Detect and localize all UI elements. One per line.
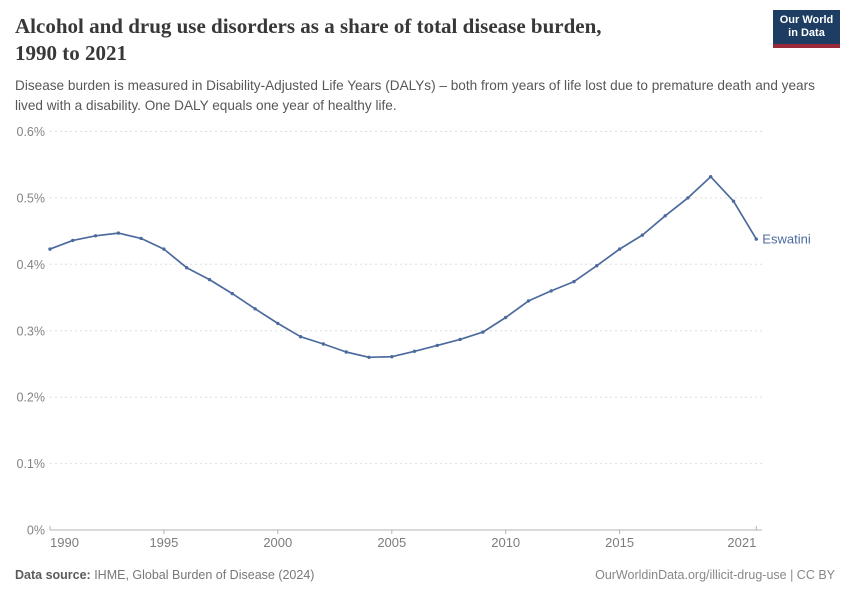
data-point-marker[interactable] — [504, 315, 508, 320]
credit-link[interactable]: OurWorldinData.org/illicit-drug-use | CC… — [595, 568, 835, 582]
data-point-marker[interactable] — [207, 277, 212, 282]
data-point-marker[interactable] — [458, 337, 462, 342]
chart-subtitle: Disease burden is measured in Disability… — [15, 78, 815, 113]
data-point-marker[interactable] — [663, 214, 667, 218]
data-point-marker[interactable] — [93, 234, 98, 238]
x-tick-label: 2021 — [727, 535, 756, 550]
data-point-marker[interactable] — [230, 291, 234, 296]
line-chart: 0% 0.1% 0.2% 0.3% 0.4% 0.5% 0.6% 1990 1995 2000 20… — [17, 125, 811, 550]
data-point-marker[interactable] — [481, 330, 485, 334]
x-tick-label: 2010 — [491, 535, 520, 550]
data-point-marker[interactable] — [595, 264, 599, 268]
y-tick-label: 0% — [27, 524, 45, 538]
x-tick-label: 2005 — [377, 535, 406, 550]
data-point-marker[interactable] — [185, 266, 189, 270]
x-tick-label: 2015 — [605, 535, 634, 550]
data-point-marker[interactable] — [344, 350, 348, 354]
data-point-marker[interactable] — [572, 279, 576, 284]
title-line-2: 1990 to 2021 — [15, 41, 127, 65]
y-tick-label: 0.6% — [17, 125, 46, 139]
series-line-eswatini[interactable] — [49, 175, 758, 359]
y-tick-label: 0.4% — [17, 258, 46, 272]
owid-logo[interactable]: Our World in Data — [773, 10, 840, 48]
owid-logo-red-bar — [773, 44, 840, 48]
data-point-marker[interactable] — [71, 238, 75, 243]
y-tick-label: 0.3% — [17, 324, 46, 338]
data-point-marker[interactable] — [321, 342, 326, 346]
y-tick-label: 0.1% — [17, 457, 46, 471]
data-point-marker[interactable] — [686, 196, 690, 200]
data-point-marker[interactable] — [253, 307, 257, 311]
data-point-marker[interactable] — [709, 175, 713, 179]
data-point-marker[interactable] — [526, 299, 531, 303]
data-point-marker[interactable] — [390, 355, 394, 359]
data-point-marker[interactable] — [367, 355, 371, 359]
data-source-value: IHME, Global Burden of Disease (2024) — [90, 568, 315, 582]
x-tick-label: 2000 — [263, 535, 292, 550]
data-point-marker[interactable] — [435, 343, 439, 348]
data-point-marker[interactable] — [731, 199, 736, 203]
data-point-marker[interactable] — [298, 335, 303, 339]
data-source-label: Data source: — [15, 568, 91, 582]
data-point-marker[interactable] — [412, 349, 417, 353]
title-line-1: Alcohol and drug use disorders as a shar… — [15, 14, 602, 38]
data-source: Data source: IHME, Global Burden of Dise… — [15, 568, 314, 582]
page-title: Alcohol and drug use disorders as a shar… — [15, 13, 715, 67]
owid-logo-line2: in Data — [788, 27, 825, 39]
data-point-marker[interactable] — [139, 236, 143, 241]
data-point-marker[interactable] — [617, 247, 622, 251]
owid-logo-line1: Our World — [779, 14, 834, 26]
data-point-marker[interactable] — [640, 233, 645, 237]
x-tick-label: 1995 — [149, 535, 178, 550]
y-tick-label: 0.2% — [17, 391, 46, 405]
data-point-marker[interactable] — [276, 321, 280, 326]
data-point-marker[interactable] — [754, 237, 758, 241]
data-point-marker[interactable] — [48, 247, 52, 251]
chart-footer: Data source: IHME, Global Burden of Dise… — [15, 568, 835, 582]
x-tick-label: 1990 — [50, 535, 79, 550]
data-point-marker[interactable] — [549, 289, 553, 293]
y-tick-label: 0.5% — [17, 191, 46, 205]
data-point-marker[interactable] — [116, 231, 121, 235]
data-point-marker[interactable] — [162, 247, 166, 251]
series-label-eswatini[interactable]: Eswatini — [762, 232, 811, 247]
